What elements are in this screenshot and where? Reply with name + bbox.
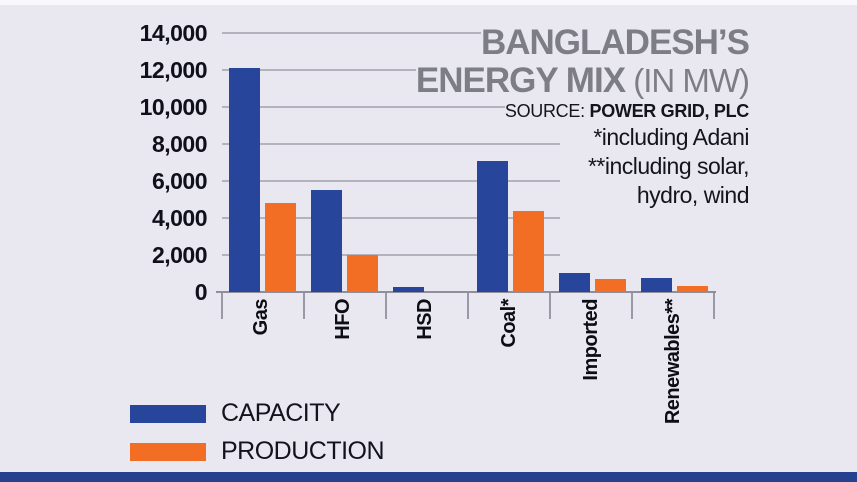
- note-adani: *including Adani: [593, 123, 749, 152]
- x-axis-tick: [467, 293, 469, 319]
- note-renewables-1: **including solar,: [587, 152, 750, 181]
- bar-production-hfo: [346, 255, 378, 292]
- chart-title-line2: ENERGY MIX (IN MW): [415, 61, 750, 100]
- category-label-coal: Coal*: [498, 299, 520, 348]
- category-label-gas: Gas: [250, 299, 272, 336]
- category-label-hsd: HSD: [414, 299, 436, 340]
- y-axis-label: 10,000: [139, 94, 208, 120]
- x-axis-line: [216, 291, 716, 293]
- bar-production-coal: [512, 211, 544, 292]
- bar-capacity-imported: [558, 273, 590, 292]
- title-block: BANGLADESH’S ENERGY MIX (IN MW) SOURCE: …: [415, 23, 750, 210]
- x-axis-tick: [385, 293, 387, 319]
- legend: CAPACITY PRODUCTION: [130, 399, 385, 466]
- gridline-2,000: [222, 254, 560, 256]
- source-line: SOURCE: POWER GRID, PLC: [504, 100, 749, 123]
- chart-title-units: (IN MW): [625, 62, 750, 99]
- source-value: POWER GRID, PLC: [589, 101, 749, 121]
- x-axis-tick: [221, 293, 223, 319]
- gridline-10,000: [222, 106, 560, 108]
- capacity-swatch: [130, 404, 206, 423]
- bottom-strip: [0, 472, 857, 482]
- y-axis-label: 8,000: [151, 131, 208, 157]
- production-swatch: [130, 442, 206, 461]
- category-label-hfo: HFO: [332, 299, 354, 340]
- source-label: SOURCE:: [504, 101, 590, 121]
- note-renewables-2: hydro, wind: [636, 181, 750, 210]
- capacity-label: CAPACITY: [221, 399, 341, 427]
- x-axis-tick: [303, 293, 305, 319]
- legend-item-production: PRODUCTION: [130, 437, 385, 466]
- bar-capacity-renewables: [640, 278, 672, 292]
- y-axis-label: 14,000: [139, 20, 208, 46]
- gridline-6,000: [222, 180, 560, 182]
- top-strip: [0, 0, 857, 5]
- chart-title-line1: BANGLADESH’S: [480, 23, 750, 62]
- x-axis-tick: [713, 293, 715, 319]
- x-axis-tick: [631, 293, 633, 319]
- x-axis-tick: [549, 293, 551, 319]
- bar-production-gas: [264, 203, 296, 292]
- gridline-12,000: [222, 69, 560, 71]
- category-label-imported: Imported: [580, 299, 602, 381]
- bar-capacity-coal: [476, 161, 508, 292]
- production-label: PRODUCTION: [221, 437, 385, 465]
- y-axis-label: 12,000: [139, 57, 208, 83]
- bar-capacity-gas: [228, 68, 260, 292]
- bar-capacity-hsd: [392, 287, 424, 292]
- y-axis-label: 4,000: [151, 205, 208, 231]
- bar-capacity-hfo: [310, 190, 342, 292]
- chart-title-line2-bold: ENERGY MIX: [415, 61, 626, 100]
- category-label-renewables: Renewables**: [662, 299, 684, 425]
- legend-item-capacity: CAPACITY: [130, 399, 384, 428]
- bar-production-renewables: [676, 286, 708, 292]
- gridline-8,000: [222, 143, 560, 145]
- gridline-4,000: [222, 217, 560, 219]
- bar-production-imported: [594, 279, 626, 292]
- y-axis-label: 0: [194, 279, 208, 305]
- y-axis-label: 2,000: [151, 242, 208, 268]
- gridline-14,000: [222, 32, 560, 34]
- y-axis-label: 6,000: [151, 168, 208, 194]
